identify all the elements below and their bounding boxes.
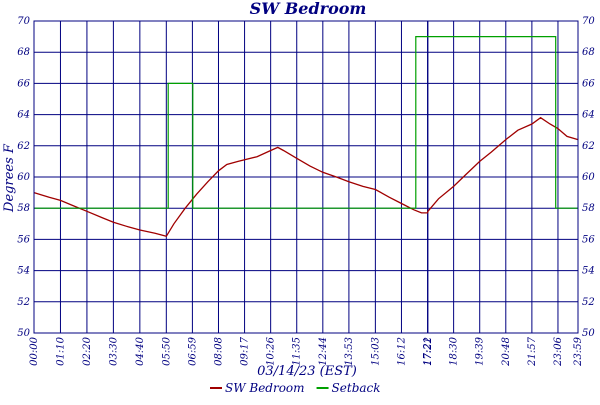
x-tick-label: 09:17 [240,336,251,365]
plot-frame [33,20,579,334]
y-tick-label-right: 56 [582,234,595,245]
y-tick-label-left: 60 [17,172,30,183]
y-tick-label-right: 50 [582,328,595,339]
y-tick-label-right: 64 [582,110,595,121]
x-tick-label: 05:50 [161,336,172,365]
sw-bedroom-line [33,116,579,238]
x-tick-label: 20:48 [501,337,512,367]
y-tick-labels-right: 50 52 54 56 58 60 62 64 66 68 70 [582,16,595,339]
setback-line [34,35,578,209]
x-tick-labels: 00:00 01:10 02:20 03:30 04:40 05:50 06:59 08:08… [29,336,584,366]
y-tick-label-right: 52 [582,297,595,308]
y-tick-label-right: 62 [582,141,595,152]
y-tick-label-right: 66 [582,78,595,89]
y-tick-label-right: 70 [582,16,595,27]
x-tick-label: 11:35 [292,337,303,366]
x-tick-label: 17:22 [423,337,434,366]
y-tick-label-left: 50 [17,328,30,339]
x-axis-title: 03/14/23 (EST) [257,364,357,379]
y-tick-label-left: 68 [17,47,30,58]
x-tick-label: 19:39 [475,336,486,365]
legend: SW Bedroom Setback [210,381,381,395]
y-tick-label-right: 58 [582,203,595,214]
x-tick-label: 23:59 [573,336,584,366]
chart-title: SW Bedroom [250,0,367,18]
x-tick-label: 02:20 [82,336,93,365]
y-tick-label-right: 54 [582,266,595,277]
x-tick-label: 12:44 [318,337,329,366]
y-tick-label-left: 66 [17,78,30,89]
y-tick-label-left: 58 [17,203,30,214]
x-tick-label: 16:12 [397,337,408,366]
x-tick-label: 23:06 [553,336,564,366]
x-tick-label: 13:53 [344,337,355,366]
y-axis-title: Degrees F [2,143,17,213]
y-tick-label-left: 62 [17,141,30,152]
x-tick-label: 01:10 [56,336,67,365]
x-tick-label: 17:21 [423,337,434,366]
plot-border [33,20,579,334]
y-tick-label-left: 64 [17,110,30,121]
y-tick-label-left: 70 [17,16,30,27]
y-tick-label-right: 68 [582,47,595,58]
x-tick-label: 06:59 [187,336,198,365]
x-tick-label: 21:57 [527,336,538,366]
y-tick-label-left: 56 [17,234,30,245]
grid [33,20,579,334]
x-tick-label: 15:03 [370,337,381,366]
sw-bedroom-legend-label: SW Bedroom [225,381,305,395]
y-tick-label-left: 52 [17,297,30,308]
x-tick-label: 03:30 [108,336,119,365]
setback-legend-label: Setback [332,381,381,395]
x-tick-label: 00:00 [29,336,40,365]
x-tick-label: 08:08 [214,337,225,366]
x-tick-label: 18:30 [449,336,460,365]
series-layer [33,35,579,238]
x-tick-label: 10:26 [266,336,277,365]
y-tick-labels-left: 50 52 54 56 58 60 62 64 66 68 70 [17,16,30,339]
x-tick-label: 04:40 [135,336,146,365]
y-tick-label-right: 60 [582,172,595,183]
y-tick-label-left: 54 [17,266,30,277]
